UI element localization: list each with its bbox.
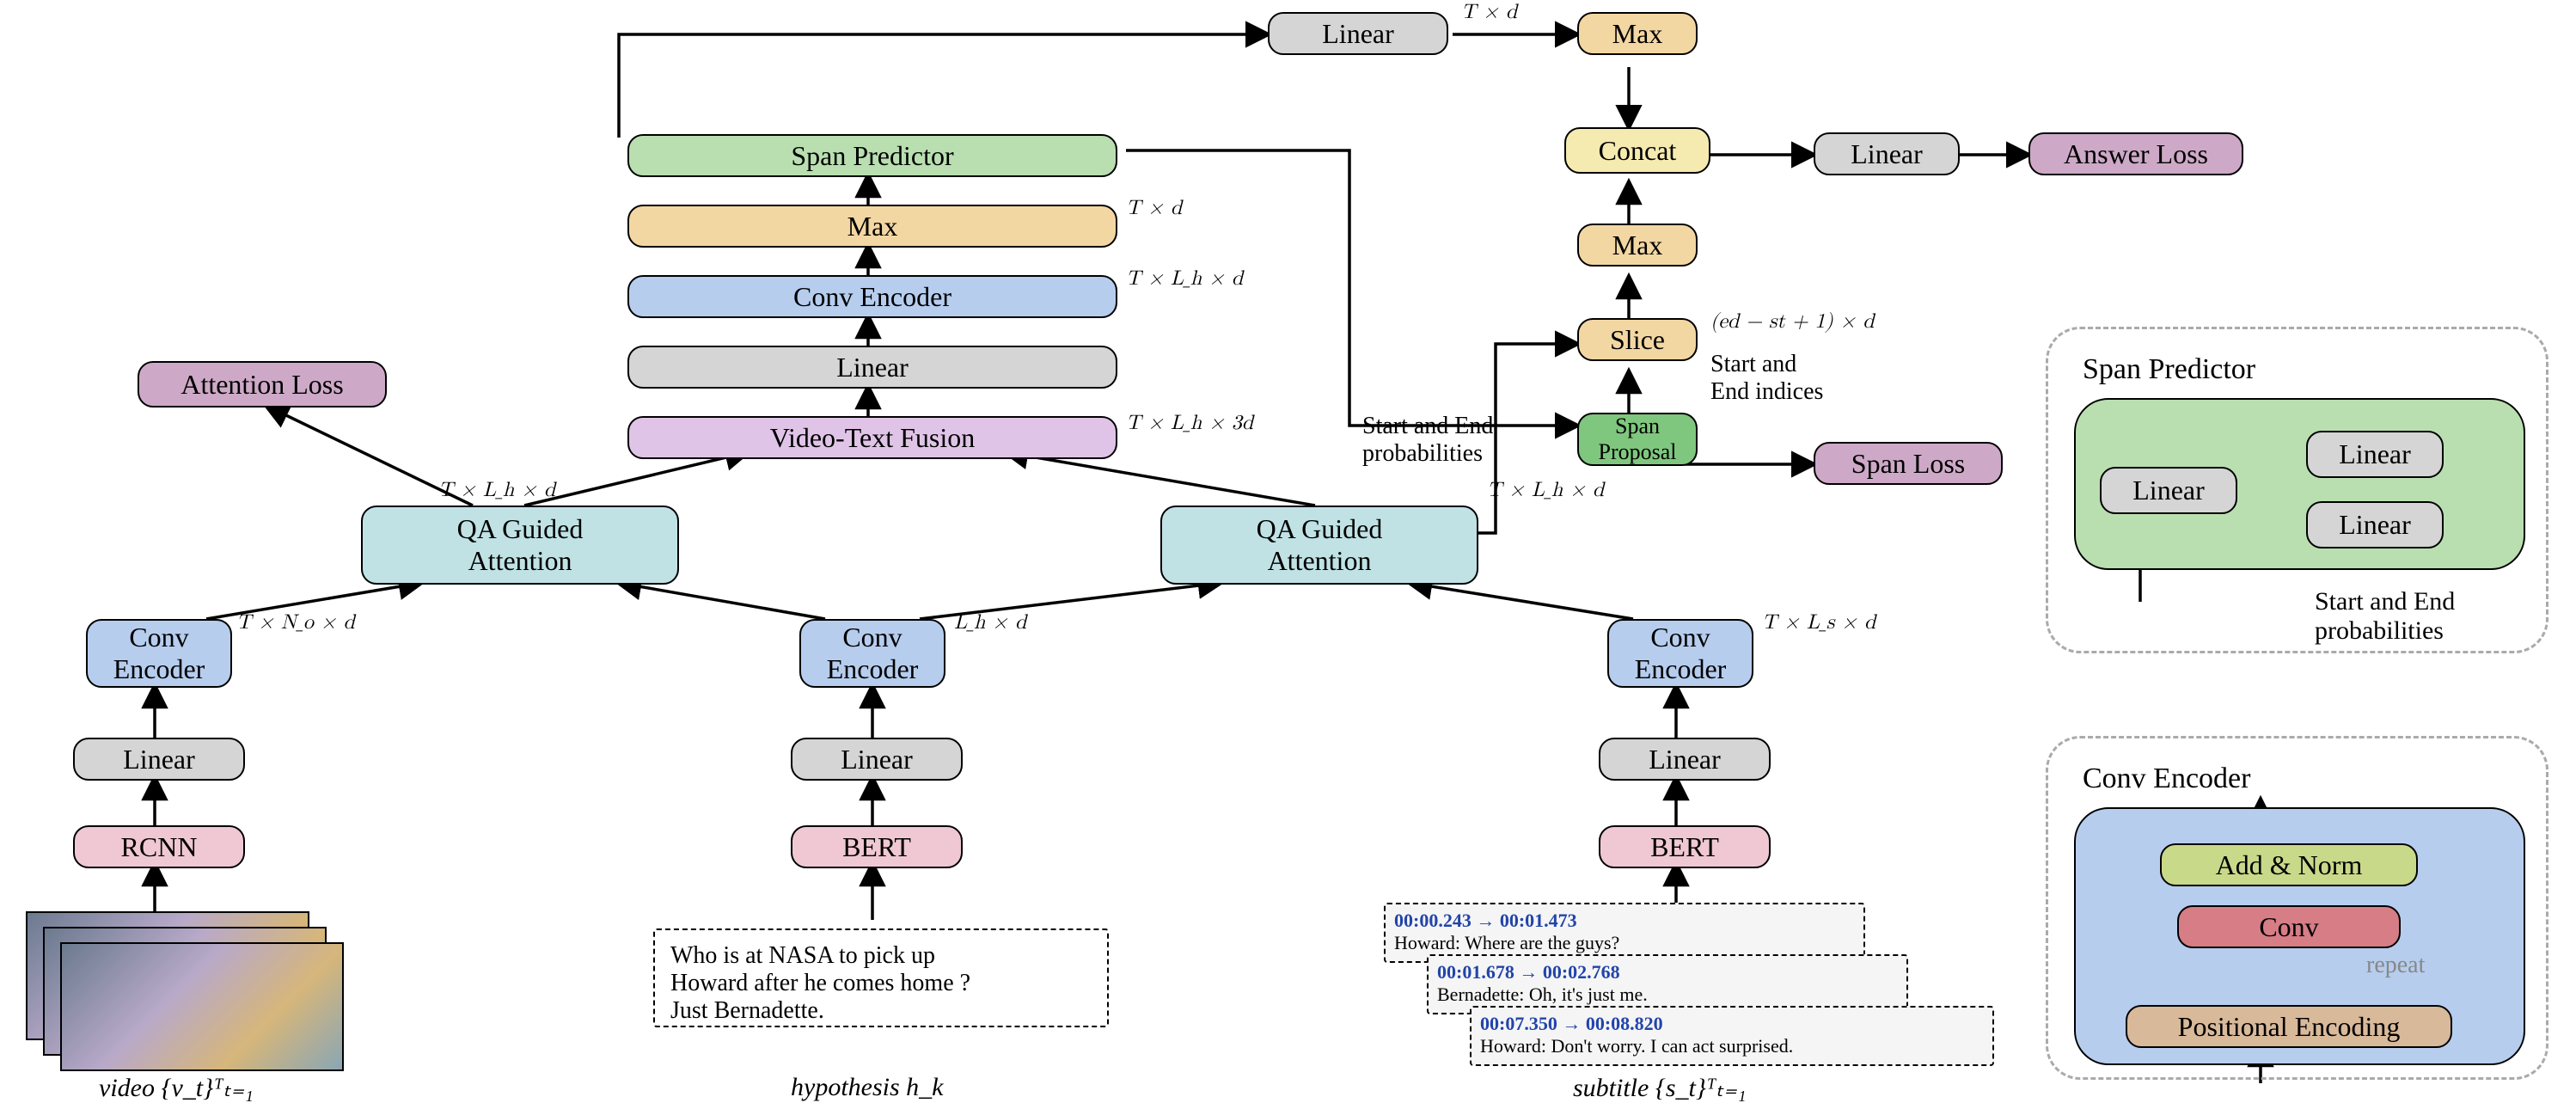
dim-qa-left: T × L_h × d: [438, 478, 555, 503]
linear-sub: Linear: [1599, 738, 1771, 781]
dim-vtf: T × L_h × 3d: [1126, 411, 1253, 436]
max-mid-label: Max: [847, 211, 898, 242]
dim-conv-h: L_h × d: [954, 610, 1026, 635]
conv-panel-title: Conv Encoder: [2083, 763, 2250, 795]
qa-left-label: QA Guided Attention: [457, 513, 584, 577]
subtitle-speaker: Bernadette:: [1437, 984, 1524, 1005]
linear-top: Linear: [1268, 12, 1448, 55]
dim-conv-v: T × N_o × d: [236, 610, 355, 635]
slice: Slice: [1577, 318, 1698, 361]
concat-label: Concat: [1599, 135, 1677, 167]
max-r2-label: Max: [1612, 230, 1663, 261]
addnorm: Add & Norm: [2160, 843, 2418, 886]
answer-loss: Answer Loss: [2028, 132, 2243, 175]
conv-encoder-mid: Conv Encoder: [627, 275, 1117, 318]
linear-mid: Linear: [627, 346, 1117, 389]
posenc-label: Positional Encoding: [2178, 1011, 2401, 1043]
max-r1: Max: [1577, 12, 1698, 55]
conv-encoder-panel: Conv Encoder Add & Norm Conv repeat Posi…: [2046, 736, 2548, 1080]
subtitle-text: Where are the guys?: [1465, 932, 1619, 953]
bert-h-label: BERT: [842, 831, 911, 863]
video-text-fusion: Video-Text Fusion: [627, 416, 1117, 459]
linear-v-label: Linear: [123, 744, 195, 775]
repeat-label: repeat: [2366, 952, 2425, 979]
rcnn-label: RCNN: [121, 831, 198, 863]
span-predictor-label: Span Predictor: [791, 140, 953, 172]
span-proposal: Span Proposal: [1577, 413, 1698, 466]
bert-hyp: BERT: [791, 825, 963, 868]
video-frame: [60, 942, 344, 1071]
conv-inner-label: Conv: [2259, 911, 2318, 943]
dim-qa-right: T × L_h × d: [1487, 478, 1604, 503]
dim-linear-top: T × d: [1461, 0, 1517, 25]
concat: Concat: [1564, 127, 1710, 174]
span-proposal-label: Span Proposal: [1599, 414, 1677, 465]
qa-right-label: QA Guided Attention: [1257, 513, 1383, 577]
dim-conv-s: T × L_s × d: [1762, 610, 1875, 635]
span-panel-title: Span Predictor: [2083, 353, 2255, 386]
subtitle-ts: 00:00.243 → 00:01.473: [1394, 910, 1577, 931]
conv-encoder-hyp: Conv Encoder: [799, 619, 945, 688]
subtitle-card: 00:07.350 → 00:08.820 Howard: Don't worr…: [1470, 1006, 1994, 1066]
conv-inner: Conv: [2177, 905, 2401, 948]
posenc: Positional Encoding: [2126, 1005, 2452, 1048]
hypothesis-text: Who is at NASA to pick up Howard after h…: [670, 942, 1092, 1025]
hypothesis-text-box: Who is at NASA to pick up Howard after h…: [653, 928, 1109, 1027]
span-linear-in: Linear: [2100, 467, 2237, 514]
qa-attention-right: QA Guided Attention: [1160, 506, 1478, 585]
span-predictor-panel: Span Predictor Linear Linear Linear Star…: [2046, 327, 2548, 653]
span-loss-label: Span Loss: [1851, 448, 1965, 480]
max-r2: Max: [1577, 224, 1698, 267]
span-linear-out2-label: Linear: [2339, 509, 2411, 541]
linear-hyp: Linear: [791, 738, 963, 781]
max-mid: Max: [627, 205, 1117, 248]
dim-max-mid: T × d: [1126, 196, 1182, 221]
conv-enc-mid-label: Conv Encoder: [793, 281, 951, 313]
subtitle-text: Oh, it's just me.: [1529, 984, 1648, 1005]
dim-slice: (ed − st + 1) × d: [1710, 309, 1875, 334]
conv-encoder-sub: Conv Encoder: [1607, 619, 1753, 688]
dim-conv-mid: T × L_h × d: [1126, 267, 1243, 291]
span-linear-out1: Linear: [2306, 431, 2444, 478]
bert-s-label: BERT: [1650, 831, 1719, 863]
subtitle-speaker: Howard:: [1394, 932, 1460, 953]
linear-top-label: Linear: [1322, 18, 1394, 50]
qa-attention-left: QA Guided Attention: [361, 506, 679, 585]
span-linear-out2: Linear: [2306, 501, 2444, 548]
hypothesis-caption: hypothesis h_k: [791, 1073, 943, 1102]
bert-sub: BERT: [1599, 825, 1771, 868]
addnorm-label: Add & Norm: [2216, 849, 2363, 881]
answer-loss-label: Answer Loss: [2064, 138, 2208, 170]
start-end-idx-label: Start and End indices: [1710, 351, 1823, 406]
conv-enc-v-label: Conv Encoder: [113, 622, 205, 685]
subtitle-text: Don't worry. I can act surprised.: [1551, 1035, 1793, 1057]
attention-loss-label: Attention Loss: [181, 369, 343, 401]
subtitle-speaker: Howard:: [1480, 1035, 1546, 1057]
slice-label: Slice: [1610, 324, 1665, 356]
linear-out: Linear: [1814, 132, 1960, 175]
linear-h-label: Linear: [841, 744, 913, 775]
start-end-probs-label: Start and End probabilities: [1362, 413, 1493, 468]
linear-video: Linear: [73, 738, 245, 781]
subtitle-ts: 00:01.678 → 00:02.768: [1437, 961, 1620, 983]
span-predictor: Span Predictor: [627, 134, 1117, 177]
rcnn: RCNN: [73, 825, 245, 868]
max-r1-label: Max: [1612, 18, 1663, 50]
span-linear-in-label: Linear: [2132, 475, 2205, 506]
attention-loss-node: Attention Loss: [138, 361, 387, 407]
linear-mid-label: Linear: [836, 352, 909, 383]
span-linear-out1-label: Linear: [2339, 438, 2411, 470]
conv-encoder-video: Conv Encoder: [86, 619, 232, 688]
conv-enc-h-label: Conv Encoder: [827, 622, 919, 685]
conv-enc-s-label: Conv Encoder: [1635, 622, 1727, 685]
span-panel-caption: Start and End probabilities: [2315, 587, 2455, 646]
linear-s-label: Linear: [1649, 744, 1721, 775]
subtitle-ts: 00:07.350 → 00:08.820: [1480, 1013, 1663, 1034]
vtf-label: Video-Text Fusion: [770, 422, 975, 454]
span-loss: Span Loss: [1814, 442, 2003, 485]
linear-out-label: Linear: [1851, 138, 1923, 170]
